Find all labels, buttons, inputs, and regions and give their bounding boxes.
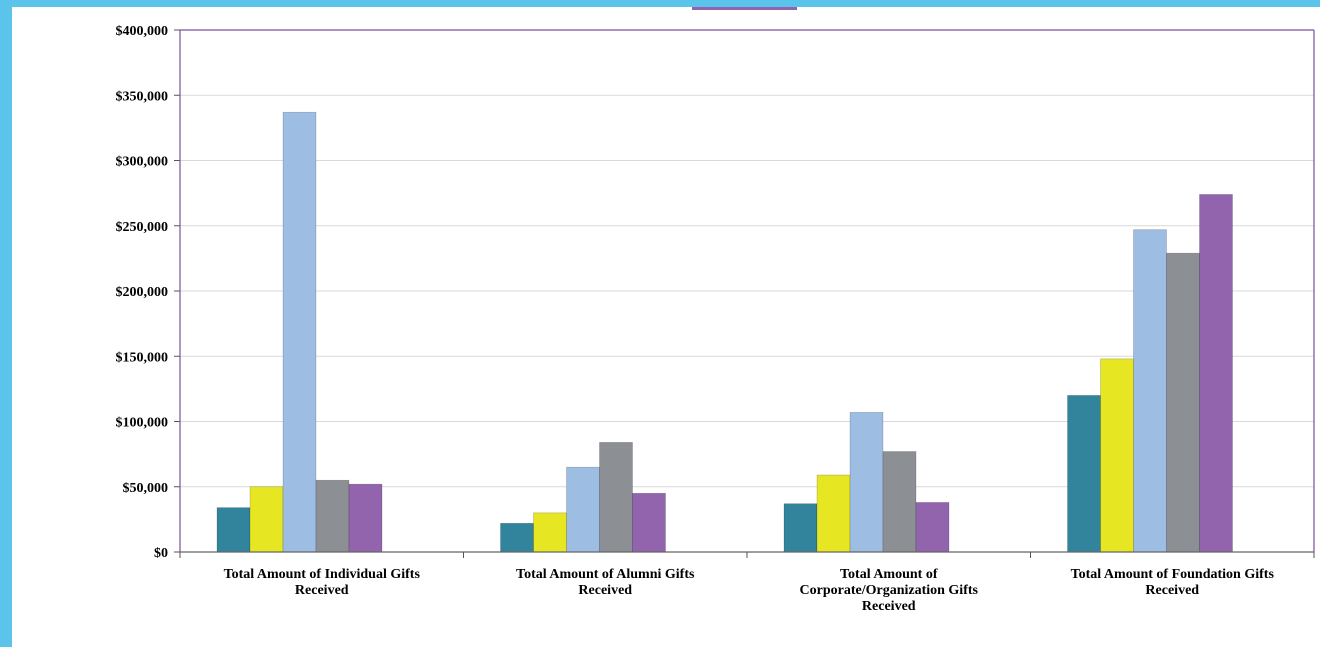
bar xyxy=(249,486,284,553)
y-tick-label: $200,000 xyxy=(116,285,169,300)
y-tick-label: $350,000 xyxy=(116,89,169,104)
bar xyxy=(500,522,534,553)
category-label: Total Amount of Foundation Gifts Received xyxy=(1071,567,1275,598)
bar xyxy=(915,502,950,553)
category-label-line: Received xyxy=(862,599,916,614)
bar xyxy=(783,503,818,553)
bar xyxy=(348,483,383,553)
category-label-line: Received xyxy=(295,583,349,598)
y-tick-label: $400,000 xyxy=(116,24,169,39)
bar xyxy=(849,412,884,553)
bar xyxy=(1100,358,1134,553)
category-label-line: Received xyxy=(1145,583,1199,598)
category-label-line: Total Amount of Alumni Gifts xyxy=(516,567,695,582)
bar xyxy=(882,451,917,553)
category-label-line: Total Amount of xyxy=(840,567,938,582)
bar xyxy=(816,474,851,553)
bar xyxy=(315,479,350,553)
bar xyxy=(632,492,666,553)
chart-panel: $0 $50,000 $100,000 $150,000 $200,000 $250,00… xyxy=(12,7,1320,647)
category-label-line: Total Amount of Individual Gifts xyxy=(224,567,421,582)
category-label: Total Amount of Individual Gifts Received xyxy=(224,567,421,598)
category-label: Total Amount of Alumni Gifts Received xyxy=(516,567,695,598)
bar xyxy=(599,442,633,553)
bar xyxy=(1166,252,1200,553)
bar xyxy=(1199,194,1233,553)
bar xyxy=(1067,395,1101,553)
y-tick-label: $100,000 xyxy=(116,416,169,431)
category-label-line: Received xyxy=(578,583,632,598)
bar-chart: $0 $50,000 $100,000 $150,000 $200,000 $250,00… xyxy=(116,24,1315,614)
category-label-line: Total Amount of Foundation Gifts xyxy=(1071,567,1275,582)
y-tick-label: $50,000 xyxy=(123,481,169,496)
category-label-line: Corporate/Organization Gifts xyxy=(800,583,979,598)
legend-swatch xyxy=(692,7,797,10)
bar xyxy=(566,466,600,553)
y-tick-label: $300,000 xyxy=(116,155,169,170)
y-tick-label: $250,000 xyxy=(116,220,169,235)
bar xyxy=(282,111,317,553)
bar xyxy=(216,507,251,553)
y-tick-label: $150,000 xyxy=(116,350,169,365)
y-tick-label: $0 xyxy=(154,546,168,561)
bar xyxy=(533,512,567,553)
category-label: Total Amount of Corporate/Organization Gi… xyxy=(800,567,979,614)
bar xyxy=(1133,229,1167,553)
